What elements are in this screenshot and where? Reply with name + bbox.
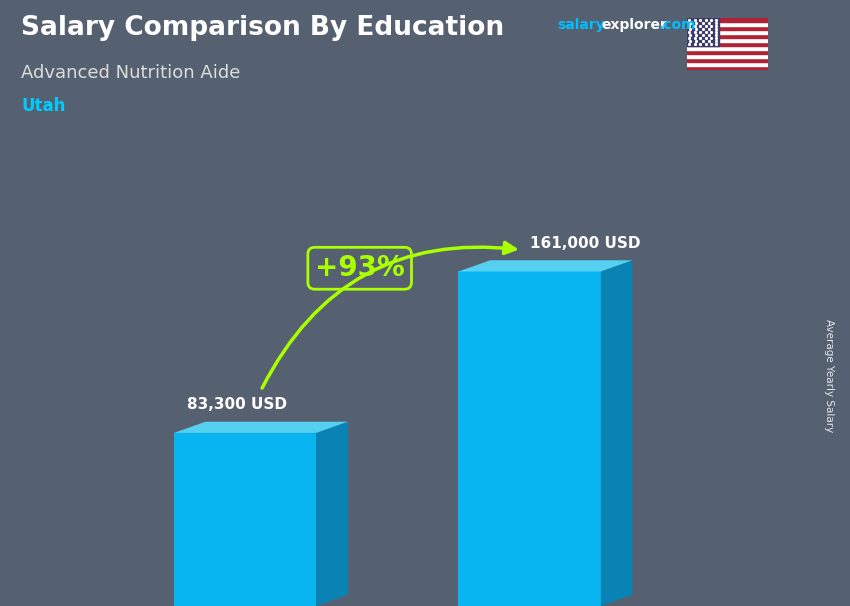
- Bar: [687, 62, 768, 65]
- Text: .com: .com: [659, 18, 696, 32]
- Text: +93%: +93%: [314, 255, 405, 282]
- Bar: [687, 42, 768, 46]
- Polygon shape: [458, 260, 632, 271]
- Polygon shape: [174, 433, 316, 606]
- Bar: [687, 58, 768, 62]
- Polygon shape: [316, 422, 348, 606]
- Bar: [687, 26, 768, 30]
- Bar: [687, 50, 768, 54]
- Text: salary: salary: [557, 18, 604, 32]
- Text: Advanced Nutrition Aide: Advanced Nutrition Aide: [21, 64, 241, 82]
- Polygon shape: [174, 422, 348, 433]
- Text: 83,300 USD: 83,300 USD: [187, 397, 287, 412]
- Bar: [687, 22, 768, 26]
- Bar: [687, 54, 768, 58]
- Text: Utah: Utah: [21, 97, 65, 115]
- Bar: [687, 34, 768, 38]
- Text: Salary Comparison By Education: Salary Comparison By Education: [21, 15, 504, 41]
- Bar: [687, 18, 719, 46]
- Bar: [687, 46, 768, 50]
- Text: 161,000 USD: 161,000 USD: [530, 236, 640, 251]
- Polygon shape: [601, 260, 632, 606]
- Polygon shape: [458, 271, 601, 606]
- Bar: [687, 65, 768, 70]
- Bar: [687, 38, 768, 42]
- Text: explorer: explorer: [601, 18, 666, 32]
- Text: Average Yearly Salary: Average Yearly Salary: [824, 319, 834, 432]
- Bar: [687, 18, 768, 22]
- Bar: [687, 30, 768, 34]
